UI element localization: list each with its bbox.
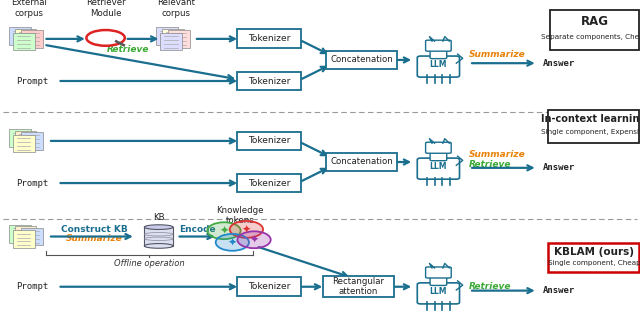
Text: Tokenizer: Tokenizer	[248, 76, 290, 86]
FancyBboxPatch shape	[237, 132, 301, 150]
Text: Prompt: Prompt	[16, 179, 48, 188]
Text: Single component, Expensive: Single component, Expensive	[541, 129, 640, 135]
FancyBboxPatch shape	[9, 130, 31, 147]
FancyBboxPatch shape	[326, 51, 397, 69]
FancyBboxPatch shape	[237, 72, 301, 90]
FancyBboxPatch shape	[417, 158, 460, 179]
Text: Tokenizer: Tokenizer	[248, 282, 290, 291]
Text: Knowledge
tokens: Knowledge tokens	[216, 206, 264, 225]
Text: In-context learning: In-context learning	[541, 114, 640, 124]
Text: Retrieve: Retrieve	[469, 160, 511, 169]
FancyBboxPatch shape	[13, 135, 35, 152]
Bar	[145, 227, 173, 246]
FancyBboxPatch shape	[9, 28, 31, 45]
Text: ✦: ✦	[220, 226, 228, 236]
Text: Summarize: Summarize	[469, 150, 526, 159]
Text: Relevant
corpus: Relevant corpus	[157, 0, 195, 18]
Text: Prompt: Prompt	[16, 76, 48, 86]
Text: Separate components, Cheap: Separate components, Cheap	[541, 34, 640, 40]
Text: Summarize: Summarize	[67, 234, 123, 243]
FancyBboxPatch shape	[21, 228, 43, 245]
Text: External
corpus: External corpus	[11, 0, 47, 18]
Text: Summarize: Summarize	[469, 50, 526, 59]
FancyBboxPatch shape	[548, 110, 639, 143]
FancyBboxPatch shape	[430, 47, 447, 59]
Text: Answer: Answer	[543, 59, 575, 68]
FancyBboxPatch shape	[13, 230, 35, 248]
FancyBboxPatch shape	[417, 56, 460, 77]
Circle shape	[230, 221, 263, 238]
Circle shape	[207, 222, 241, 239]
FancyBboxPatch shape	[550, 10, 639, 50]
FancyBboxPatch shape	[237, 277, 301, 296]
Ellipse shape	[145, 244, 173, 248]
Text: Offline operation: Offline operation	[114, 259, 185, 268]
FancyBboxPatch shape	[323, 276, 394, 297]
Text: Tokenizer: Tokenizer	[248, 179, 290, 188]
Text: LLM: LLM	[429, 287, 447, 296]
Ellipse shape	[145, 225, 173, 229]
Text: Retrieve: Retrieve	[107, 45, 149, 54]
FancyBboxPatch shape	[426, 142, 451, 153]
FancyBboxPatch shape	[15, 131, 36, 148]
Text: KB: KB	[153, 213, 164, 222]
FancyBboxPatch shape	[326, 153, 397, 171]
Text: LLM: LLM	[429, 60, 447, 69]
Text: Concatenation: Concatenation	[330, 157, 393, 167]
FancyBboxPatch shape	[160, 33, 182, 50]
FancyBboxPatch shape	[426, 40, 451, 51]
Text: ✦: ✦	[242, 225, 251, 234]
FancyBboxPatch shape	[21, 132, 43, 150]
FancyBboxPatch shape	[15, 29, 36, 46]
Text: Encode: Encode	[179, 225, 216, 234]
Text: Answer: Answer	[543, 163, 575, 172]
Text: ✦: ✦	[228, 237, 237, 247]
FancyBboxPatch shape	[430, 274, 447, 285]
FancyBboxPatch shape	[430, 149, 447, 161]
FancyBboxPatch shape	[237, 174, 301, 192]
Text: Retrieve: Retrieve	[469, 282, 511, 291]
FancyBboxPatch shape	[237, 29, 301, 48]
Text: LLM: LLM	[429, 162, 447, 171]
FancyBboxPatch shape	[13, 33, 35, 50]
Text: Concatenation: Concatenation	[330, 55, 393, 64]
FancyBboxPatch shape	[548, 243, 639, 272]
Circle shape	[216, 234, 249, 251]
FancyBboxPatch shape	[21, 30, 43, 48]
Circle shape	[237, 231, 271, 248]
Text: Single component, Cheap: Single component, Cheap	[548, 260, 640, 266]
FancyBboxPatch shape	[168, 30, 190, 48]
Text: KBLAM (ours): KBLAM (ours)	[554, 247, 634, 257]
FancyBboxPatch shape	[417, 283, 460, 304]
Text: Prompt: Prompt	[16, 282, 48, 291]
Text: Construct KB: Construct KB	[61, 225, 128, 234]
Text: Retriever
Module: Retriever Module	[86, 0, 125, 18]
FancyBboxPatch shape	[9, 225, 31, 243]
Text: Tokenizer: Tokenizer	[248, 34, 290, 43]
Text: Answer: Answer	[543, 286, 575, 295]
Text: Tokenizer: Tokenizer	[248, 136, 290, 145]
Text: ✦: ✦	[250, 235, 259, 245]
FancyBboxPatch shape	[162, 29, 184, 46]
Text: RAG: RAG	[580, 15, 609, 28]
FancyBboxPatch shape	[15, 226, 36, 244]
FancyBboxPatch shape	[156, 28, 178, 45]
Text: Rectangular
attention: Rectangular attention	[332, 277, 385, 296]
FancyBboxPatch shape	[426, 267, 451, 278]
